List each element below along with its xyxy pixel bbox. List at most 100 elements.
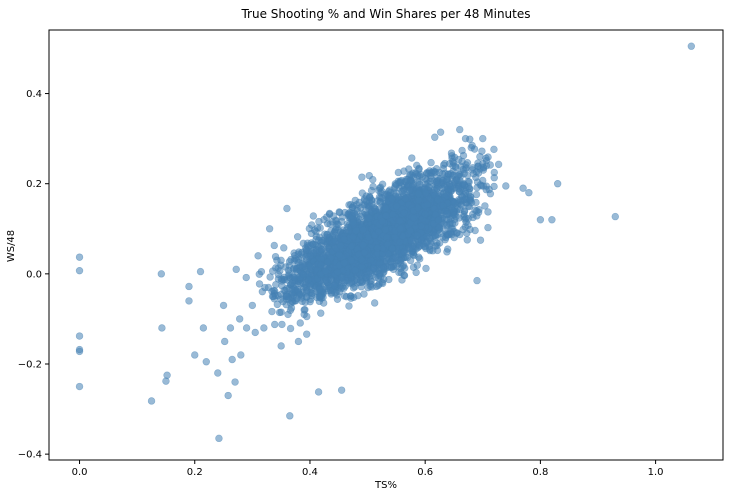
scatter-point: [401, 264, 409, 272]
scatter-point: [443, 177, 451, 185]
scatter-point: [299, 239, 308, 248]
scatter-point: [297, 250, 306, 258]
scatter-point: [157, 270, 166, 278]
scatter-point: [396, 238, 404, 247]
scatter-point: [471, 206, 479, 214]
scatter-point: [433, 241, 441, 250]
scatter-point: [391, 253, 399, 261]
scatter-point: [377, 272, 385, 281]
scatter-point: [481, 202, 489, 210]
scatter-point: [479, 134, 487, 143]
scatter-point: [401, 194, 410, 203]
scatter-point: [333, 268, 342, 276]
scatter-point: [414, 196, 423, 205]
scatter-point: [337, 284, 345, 293]
scatter-point: [451, 162, 460, 171]
scatter-point: [467, 143, 475, 152]
scatter-point: [439, 161, 448, 169]
scatter-point: [306, 241, 315, 250]
scatter-point: [221, 337, 229, 346]
scatter-point: [484, 153, 492, 161]
scatter-point: [348, 203, 357, 211]
scatter-point: [248, 301, 257, 310]
scatter-point: [386, 186, 394, 194]
scatter-point: [373, 197, 382, 205]
scatter-point: [422, 264, 430, 273]
scatter-point: [406, 256, 415, 265]
scatter-point: [315, 293, 324, 301]
scatter-point: [215, 434, 223, 443]
scatter-point: [265, 225, 274, 233]
scatter-point: [391, 182, 399, 190]
scatter-point: [358, 173, 366, 181]
scatter-point: [314, 388, 323, 396]
scatter-point: [400, 271, 408, 279]
scatter-point: [386, 263, 394, 271]
scatter-point: [490, 145, 498, 154]
scatter-point: [303, 330, 311, 338]
scatter-point: [443, 248, 451, 256]
scatter-point: [321, 267, 330, 276]
scatter-point: [75, 266, 84, 275]
y-tick-label: −0.2: [18, 359, 42, 370]
scatter-point: [476, 152, 484, 161]
scatter-point: [365, 171, 373, 180]
scatter-point: [375, 227, 383, 236]
scatter-point: [408, 154, 416, 162]
scatter-point: [407, 237, 415, 245]
scatter-point: [396, 178, 405, 187]
scatter-point: [340, 259, 348, 267]
scatter-point: [268, 292, 277, 301]
scatter-point: [410, 214, 418, 222]
scatter-point: [299, 270, 307, 279]
scatter-point: [306, 252, 314, 260]
scatter-point: [458, 193, 467, 201]
scatter-point: [231, 378, 239, 386]
scatter-point: [388, 244, 396, 253]
scatter-point: [439, 201, 447, 210]
scatter-point: [294, 285, 302, 294]
scatter-point: [349, 218, 357, 227]
scatter-point: [441, 169, 449, 178]
scatter-point: [255, 280, 264, 288]
scatter-point: [364, 233, 372, 242]
scatter-point: [380, 264, 388, 272]
scatter-point: [202, 358, 210, 366]
scatter-point: [369, 264, 378, 272]
y-tick-label: 0.2: [26, 179, 42, 190]
scatter-point: [294, 337, 303, 346]
scatter-point: [268, 307, 276, 316]
scatter-point: [185, 297, 193, 305]
scatter-point: [349, 232, 357, 241]
scatter-point: [368, 283, 376, 291]
scatter-point: [349, 284, 358, 292]
scatter-point: [406, 227, 415, 235]
scatter-point: [490, 168, 498, 177]
scatter-point: [374, 186, 383, 195]
scatter-point: [341, 208, 349, 217]
scatter-point: [427, 158, 435, 167]
scatter-point: [277, 308, 285, 316]
scatter-point: [476, 181, 485, 189]
scatter-point: [224, 391, 232, 400]
scatter-point: [199, 324, 208, 332]
scatter-point: [257, 267, 266, 276]
x-tick-label: 1.0: [648, 467, 664, 478]
scatter-point: [278, 320, 286, 329]
scatter-point: [301, 298, 309, 306]
scatter-point: [336, 242, 345, 250]
scatter-point: [388, 195, 396, 203]
scatter-point: [242, 324, 251, 332]
scatter-point: [453, 229, 461, 237]
x-tick-label: 0.4: [302, 467, 318, 478]
scatter-point: [486, 161, 494, 169]
scatter-point: [462, 161, 470, 169]
scatter-point: [292, 294, 301, 303]
scatter-point: [226, 324, 235, 332]
scatter-point: [314, 236, 323, 245]
scatter-point: [300, 306, 308, 314]
scatter-point: [335, 251, 344, 259]
scatter-point: [365, 202, 374, 210]
x-tick-label: 0.6: [417, 467, 433, 478]
